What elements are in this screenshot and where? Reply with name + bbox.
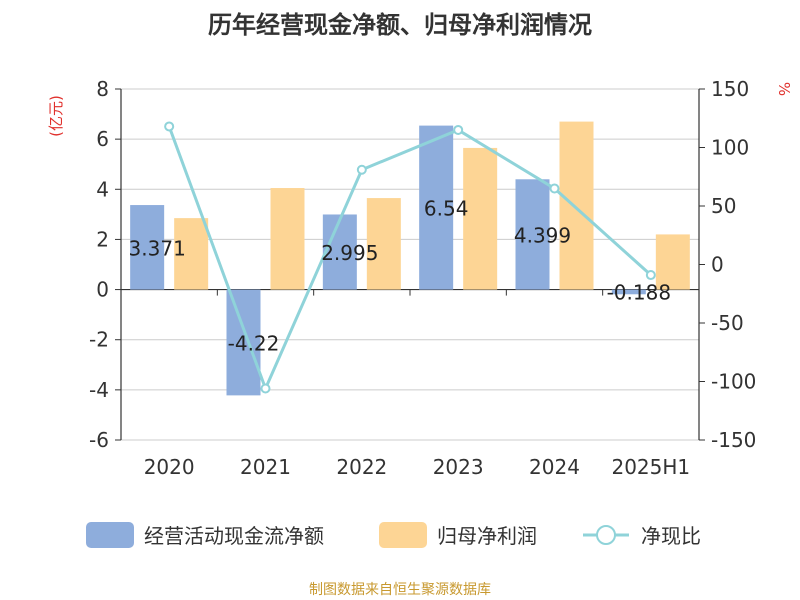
legend-label: 经营活动现金流净额 <box>144 524 324 548</box>
y-right-tick-label: 0 <box>711 253 724 277</box>
y-right-tick-label: 100 <box>711 136 749 160</box>
legend-marker <box>597 526 615 544</box>
y-left-tick-label: -4 <box>89 378 109 402</box>
line-point <box>165 122 173 130</box>
y-left-tick-label: 8 <box>96 77 109 101</box>
source-note: 制图数据来自恒生聚源数据库 <box>309 582 491 598</box>
line-point <box>358 166 366 174</box>
x-tick-label: 2020 <box>144 455 195 479</box>
x-tick-label: 2021 <box>240 455 291 479</box>
bars <box>130 122 690 396</box>
y-right-unit: % <box>775 82 793 96</box>
y-right-tick-label: 150 <box>711 77 749 101</box>
chart-title: 历年经营现金净额、归母净利润情况 <box>208 11 592 39</box>
y-left-tick-label: -2 <box>89 328 109 352</box>
bar <box>271 188 305 290</box>
legend-label: 净现比 <box>641 524 701 548</box>
line-point <box>262 385 270 393</box>
bar-data-label: 4.399 <box>514 223 571 247</box>
bar-data-label: -4.22 <box>228 331 280 355</box>
line-point <box>454 126 462 134</box>
y-left-tick-label: -6 <box>89 428 109 452</box>
x-tick-label: 2022 <box>336 455 387 479</box>
bar-data-label: 3.371 <box>129 236 186 260</box>
line-point <box>551 184 559 192</box>
y-left-tick-label: 2 <box>96 227 109 251</box>
x-tick-label: 2023 <box>433 455 484 479</box>
bar-data-label: -0.188 <box>607 281 671 305</box>
bar-data-label: 6.54 <box>424 197 469 221</box>
y-right-tick-label: -50 <box>711 311 744 335</box>
y-left-tick-label: 6 <box>96 127 109 151</box>
legend-swatch <box>379 522 427 548</box>
y-left-unit: (亿元) <box>47 95 65 137</box>
x-tick-label: 2024 <box>529 455 580 479</box>
legend: 经营活动现金流净额 归母净利润 净现比 <box>86 522 701 548</box>
line-point <box>647 271 655 279</box>
y-left-tick-label: 4 <box>96 177 109 201</box>
y-right-tick-label: 50 <box>711 194 736 218</box>
y-left-tick-label: 0 <box>96 278 109 302</box>
legend-swatch <box>86 522 134 548</box>
bar <box>560 122 594 290</box>
y-right-tick-label: -100 <box>711 370 756 394</box>
bar-data-label: 2.995 <box>321 241 378 265</box>
legend-label: 归母净利润 <box>437 524 537 548</box>
chart: 历年经营现金净额、归母净利润情况 (亿元) % 8 6 4 2 0 -2 -4 -6 150 10… <box>0 0 800 600</box>
x-tick-label: 2025H1 <box>611 455 690 479</box>
y-right-tick-label: -150 <box>711 428 756 452</box>
